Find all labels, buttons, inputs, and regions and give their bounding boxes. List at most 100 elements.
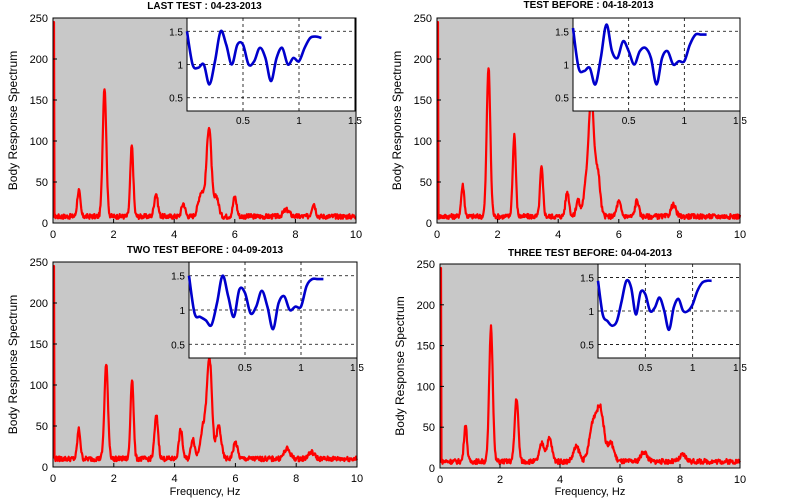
inset-x-tick-label: 1.5 bbox=[733, 116, 747, 127]
x-tick-label: 8 bbox=[292, 229, 298, 241]
inset-x-tick-label: 1 bbox=[298, 363, 304, 374]
y-tick-label: 50 bbox=[36, 421, 48, 433]
inset-x-tick-label: 1.5 bbox=[350, 363, 364, 374]
inset-y-tick-label: 1 bbox=[179, 306, 185, 317]
x-tick-label: 4 bbox=[172, 473, 178, 485]
inset-x-tick-label: 1 bbox=[296, 116, 302, 127]
inset-x-tick-label: 1.5 bbox=[733, 363, 747, 374]
x-axis-label: Frequency, Hz bbox=[170, 486, 241, 498]
inset-y-tick-label: 0.5 bbox=[555, 94, 569, 105]
y-tick-label: 100 bbox=[417, 381, 435, 393]
y-tick-label: 100 bbox=[30, 380, 48, 392]
inset-y-tick-label: 1 bbox=[588, 307, 594, 318]
panel-title: TWO TEST BEFORE : 04-09-2013 bbox=[127, 245, 284, 256]
inset-plot: 0.5 1 1.5 0.5 1 1.5 bbox=[169, 17, 362, 127]
inset-series bbox=[187, 274, 324, 331]
y-tick-label: 200 bbox=[417, 300, 435, 312]
inset-y-tick-label: 1 bbox=[177, 61, 183, 72]
x-tick-label: 10 bbox=[734, 474, 746, 486]
y-tick-label: 50 bbox=[36, 177, 48, 189]
spectrum-series bbox=[436, 21, 742, 220]
inset-series bbox=[185, 29, 322, 86]
spectrum-series bbox=[439, 267, 741, 465]
y-tick-label: 250 bbox=[417, 259, 435, 271]
y-tick-label: 150 bbox=[417, 341, 435, 353]
x-tick-label: 2 bbox=[497, 474, 503, 486]
inset-x-tick-label: 1 bbox=[682, 116, 688, 127]
x-tick-label: 2 bbox=[111, 229, 117, 241]
y-tick-label: 200 bbox=[414, 54, 432, 66]
inset-y-tick-label: 0.5 bbox=[169, 94, 183, 105]
y-tick-label: 200 bbox=[30, 298, 48, 310]
inset-series bbox=[571, 23, 707, 86]
y-tick-label: 250 bbox=[30, 257, 48, 269]
x-tick-label: 4 bbox=[557, 474, 563, 486]
inset-x-tick-label: 0.5 bbox=[622, 116, 636, 127]
inset-x-tick-label: 0.5 bbox=[638, 363, 652, 374]
x-tick-label: 4 bbox=[171, 229, 177, 241]
inset-plot: 0.5 1 1.5 0.5 1 1.5 bbox=[555, 17, 747, 127]
x-tick-label: 10 bbox=[734, 229, 746, 241]
y-axis-label: Body Response Spectrum bbox=[6, 295, 20, 434]
inset-y-tick-label: 0.5 bbox=[580, 341, 594, 352]
inset-plot: 0.5 1 1.5 0.5 1 1.5 bbox=[580, 263, 747, 374]
inset-y-tick-label: 1.5 bbox=[169, 27, 183, 38]
y-tick-label: 150 bbox=[30, 339, 48, 351]
inset-y-tick-label: 1.5 bbox=[580, 273, 594, 284]
inset-y-tick-label: 1.5 bbox=[555, 27, 569, 38]
y-tick-label: 0 bbox=[429, 463, 435, 475]
panel-title: TEST BEFORE : 04-18-2013 bbox=[523, 0, 653, 11]
panel-title: THREE TEST BEFORE: 04-04-2013 bbox=[508, 248, 672, 259]
y-tick-label: 100 bbox=[414, 136, 432, 148]
x-axis-label: Frequency, Hz bbox=[555, 486, 626, 498]
y-axis-label: Body Response Spectrum bbox=[6, 51, 20, 190]
spectrum-series bbox=[52, 265, 358, 463]
x-tick-label: 6 bbox=[232, 229, 238, 241]
inset-y-tick-label: 0.5 bbox=[171, 340, 185, 351]
x-tick-label: 8 bbox=[293, 473, 299, 485]
x-tick-label: 10 bbox=[351, 473, 363, 485]
y-axis-label: Body Response Spectrum bbox=[393, 296, 407, 435]
y-tick-label: 150 bbox=[414, 95, 432, 107]
x-tick-label: 8 bbox=[677, 474, 683, 486]
inset-x-tick-label: 0.5 bbox=[238, 363, 252, 374]
y-tick-label: 150 bbox=[30, 95, 48, 107]
y-tick-label: 250 bbox=[414, 13, 432, 25]
plot-frame bbox=[439, 263, 741, 469]
y-tick-label: 50 bbox=[420, 177, 432, 189]
x-tick-label: 0 bbox=[434, 229, 440, 241]
y-tick-label: 0 bbox=[426, 218, 432, 230]
y-tick-label: 50 bbox=[423, 422, 435, 434]
y-tick-label: 100 bbox=[30, 136, 48, 148]
y-tick-label: 200 bbox=[30, 54, 48, 66]
spectrum-series bbox=[52, 21, 357, 220]
x-tick-label: 0 bbox=[50, 473, 56, 485]
inset-x-tick-label: 1 bbox=[690, 363, 696, 374]
x-tick-label: 6 bbox=[617, 474, 623, 486]
x-tick-label: 0 bbox=[50, 229, 56, 241]
y-tick-label: 250 bbox=[30, 13, 48, 25]
inset-y-tick-label: 1.5 bbox=[171, 272, 185, 283]
x-tick-label: 10 bbox=[350, 229, 362, 241]
x-tick-label: 6 bbox=[232, 473, 238, 485]
x-tick-label: 2 bbox=[495, 229, 501, 241]
inset-x-tick-label: 0.5 bbox=[236, 116, 250, 127]
y-tick-label: 0 bbox=[42, 218, 48, 230]
inset-plot: 0.5 1 1.5 0.5 1 1.5 bbox=[171, 261, 364, 374]
x-tick-label: 8 bbox=[676, 229, 682, 241]
panel-title: LAST TEST : 04-23-2013 bbox=[147, 1, 262, 12]
x-tick-label: 0 bbox=[437, 474, 443, 486]
inset-x-tick-label: 1.5 bbox=[348, 116, 362, 127]
y-tick-label: 0 bbox=[42, 462, 48, 474]
inset-series bbox=[596, 278, 712, 332]
x-tick-label: 6 bbox=[616, 229, 622, 241]
y-axis-label: Body Response Spectrum bbox=[390, 51, 404, 190]
x-tick-label: 2 bbox=[111, 473, 117, 485]
x-tick-label: 4 bbox=[555, 229, 561, 241]
inset-y-tick-label: 1 bbox=[563, 61, 569, 72]
